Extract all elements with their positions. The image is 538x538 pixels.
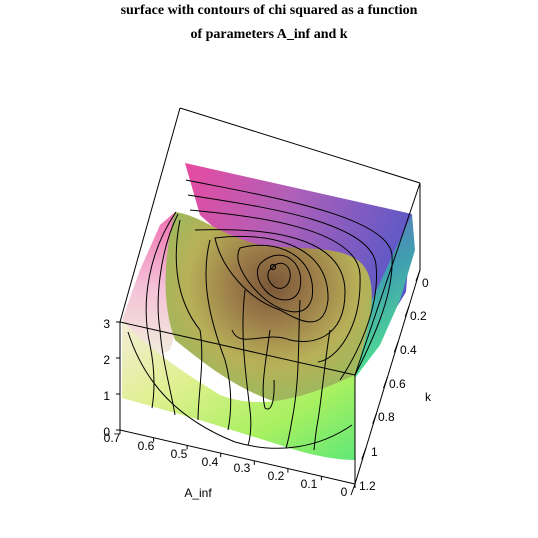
x-tick-label: 0.2 [268, 469, 285, 483]
contour-line [145, 211, 177, 409]
contour-line [189, 209, 361, 363]
y-tick-label: 1 [371, 445, 378, 459]
contour-line [185, 179, 393, 376]
contour-line [205, 239, 232, 431]
z-tick-label: 0 [103, 425, 110, 439]
z-tick-label: 2 [103, 353, 110, 367]
minimum-point-marker [269, 263, 277, 271]
surface-front-curve [127, 331, 353, 449]
y-axis-label: k [425, 390, 432, 404]
x-axis-tick-labels: 0.7 0.6 0.5 0.4 0.3 0.2 0.1 0 [104, 431, 348, 499]
contour-line [187, 194, 378, 381]
y-axis-tick-labels: 0 0.2 0.4 0.6 0.8 1 1.2 [359, 276, 429, 493]
x-axis-ticks [119, 430, 356, 488]
contour-line [157, 213, 179, 416]
x-axis-label: A_inf [184, 486, 212, 500]
box-frame-back [119, 107, 421, 323]
contour-line [285, 299, 301, 449]
contour-line [214, 235, 329, 323]
x-tick-label: 0.4 [202, 455, 219, 469]
x-tick-label: 0.5 [171, 447, 188, 461]
z-tick-label: 3 [103, 317, 110, 331]
chart-title-line1: surface with contours of chi squared as … [120, 3, 418, 18]
contour-line [237, 244, 314, 313]
surface-front-face [122, 320, 355, 460]
x-tick-label: 0.6 [138, 439, 155, 453]
x-tick-label: 0 [341, 485, 348, 499]
z-axis [116, 321, 120, 431]
contour-line [242, 289, 252, 446]
z-tick-label: 1 [103, 389, 110, 403]
contour-line [313, 329, 331, 451]
contour-line [267, 262, 291, 289]
x-tick-label: 0.7 [104, 431, 121, 445]
contour-line [194, 229, 346, 343]
y-tick-label: 0.4 [400, 343, 417, 357]
contour-lines [145, 179, 393, 451]
chart-title-line2: of parameters A_inf and k [190, 27, 348, 42]
x-tick-label: 0.3 [234, 461, 251, 475]
y-tick-label: 0.6 [389, 377, 406, 391]
surface-bowl [165, 212, 372, 404]
y-tick-label: 0 [422, 276, 429, 290]
y-axis-ticks [350, 269, 421, 496]
z-axis-tick-labels: 3 2 1 0 [103, 317, 110, 439]
contour-line [257, 254, 302, 301]
y-tick-label: 0.8 [378, 410, 395, 424]
y-tick-label: 1.2 [359, 479, 376, 493]
x-tick-label: 0.1 [301, 477, 318, 491]
contour-line [175, 219, 203, 421]
y-tick-label: 0.2 [410, 309, 427, 323]
